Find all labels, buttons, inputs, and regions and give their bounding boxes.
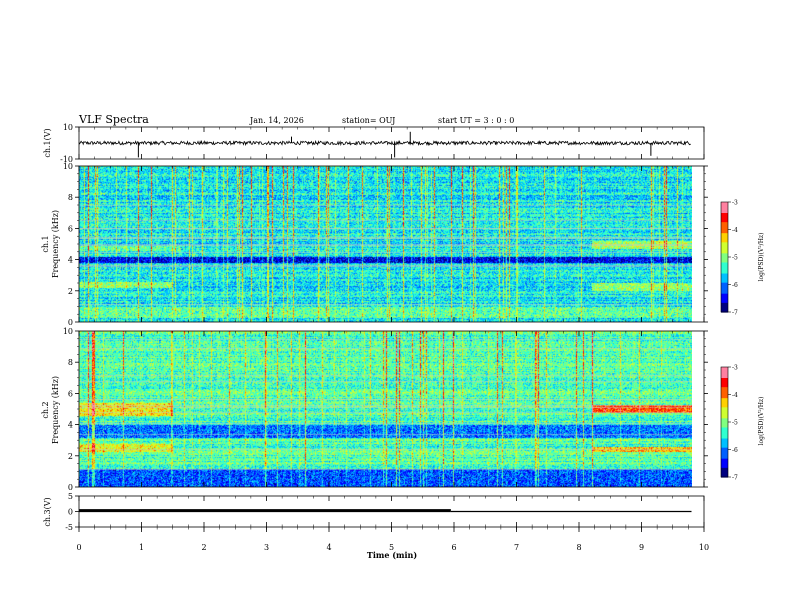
ch1-spectrogram-ylabel-line2: Frequency (kHz) bbox=[51, 210, 60, 278]
panels: 10-100246810-3-4-5-6-70246810-3-4-5-6-75… bbox=[60, 123, 738, 552]
ch1-spectrogram-ytick-label: 0 bbox=[68, 318, 73, 327]
header-start-ut: start UT = 3 : 0 : 0 bbox=[438, 116, 514, 125]
ch2-spectrogram-colorbar-tick-label: -4 bbox=[732, 392, 738, 399]
ch2-spectrogram-colorbar-tick-label: -6 bbox=[732, 447, 738, 454]
x-tick-label: 0 bbox=[76, 543, 81, 552]
ch3-waveform-ytick-label: 0 bbox=[68, 508, 73, 517]
ch2-spectrogram-colorbar-tick-label: -3 bbox=[732, 365, 738, 372]
x-tick-label: 7 bbox=[514, 543, 519, 552]
ch1-spectrogram-ytick-label: 2 bbox=[68, 287, 73, 296]
ch3-waveform-ytick-label: 5 bbox=[68, 492, 73, 501]
ch1-colorbar-label: log(PSD)(V²/Hz) bbox=[758, 233, 765, 282]
ch1-spectrogram-colorbar-tick-label: -5 bbox=[732, 255, 738, 262]
ch2-spectrogram-colorbar-tick-label: -7 bbox=[732, 475, 738, 482]
x-tick-label: 10 bbox=[699, 543, 709, 552]
vlf-spectra-chart: VLF Spectra Jan. 14, 2026 station= OUJ s… bbox=[0, 0, 792, 612]
header-station: station= OUJ bbox=[342, 116, 395, 125]
ch1-spectrogram-ylabel-line1: ch.1 bbox=[41, 235, 50, 252]
ch1-spectrogram-colorbar-tick-label: -6 bbox=[732, 282, 738, 289]
x-tick-label: 1 bbox=[139, 543, 144, 552]
ch2-spectrogram-ytick-label: 0 bbox=[68, 483, 73, 492]
x-axis-label: Time (min) bbox=[367, 550, 417, 560]
ch2-spectrogram-ylabel-line2: Frequency (kHz) bbox=[51, 376, 60, 444]
ch2-spectrogram-ytick-label: 10 bbox=[63, 327, 73, 336]
x-tick-label: 8 bbox=[576, 543, 581, 552]
ch2-spectrogram-ytick-label: 6 bbox=[68, 389, 73, 398]
ch1-spectrogram-ytick-label: 10 bbox=[63, 162, 73, 171]
ch1-spectrogram-image bbox=[79, 166, 692, 322]
x-tick-label: 4 bbox=[326, 543, 331, 552]
ch1-spectrogram-ytick-label: 6 bbox=[68, 224, 73, 233]
ch3-waveform-ylabel: ch.3(V) bbox=[43, 497, 52, 526]
ch3-waveform-ytick-label: -5 bbox=[65, 523, 73, 532]
ch1-spectrogram-colorbar-tick-label: -4 bbox=[732, 227, 738, 234]
ch1-spectrogram-ytick-label: 4 bbox=[68, 256, 73, 265]
ch1-spectrogram-ytick-label: 8 bbox=[68, 193, 73, 202]
x-tick-label: 2 bbox=[201, 543, 206, 552]
ch2-spectrogram-ytick-label: 8 bbox=[68, 358, 73, 367]
ch2-spectrogram-ylabel-line1: ch.2 bbox=[41, 401, 50, 418]
ch2-colorbar-label: log(PSD)(V²/Hz) bbox=[758, 397, 765, 446]
ch2-spectrogram-ytick-label: 2 bbox=[68, 452, 73, 461]
ch2-spectrogram-colorbar-tick-label: -5 bbox=[732, 420, 738, 427]
ch1-waveform-ytick-label: 10 bbox=[63, 123, 73, 132]
chart-title: VLF Spectra bbox=[78, 113, 149, 126]
ch2-spectrogram-image bbox=[79, 331, 692, 487]
ch1-spectrogram-colorbar-tick-label: -3 bbox=[732, 200, 738, 207]
header-date: Jan. 14, 2026 bbox=[249, 116, 304, 125]
x-tick-label: 9 bbox=[639, 543, 644, 552]
x-tick-label: 3 bbox=[264, 543, 269, 552]
ch2-spectrogram-ytick-label: 4 bbox=[68, 421, 73, 430]
ch1-waveform-ylabel: ch.1(V) bbox=[43, 128, 52, 157]
ch1-spectrogram-colorbar-tick-label: -7 bbox=[732, 310, 738, 317]
x-tick-label: 6 bbox=[451, 543, 456, 552]
